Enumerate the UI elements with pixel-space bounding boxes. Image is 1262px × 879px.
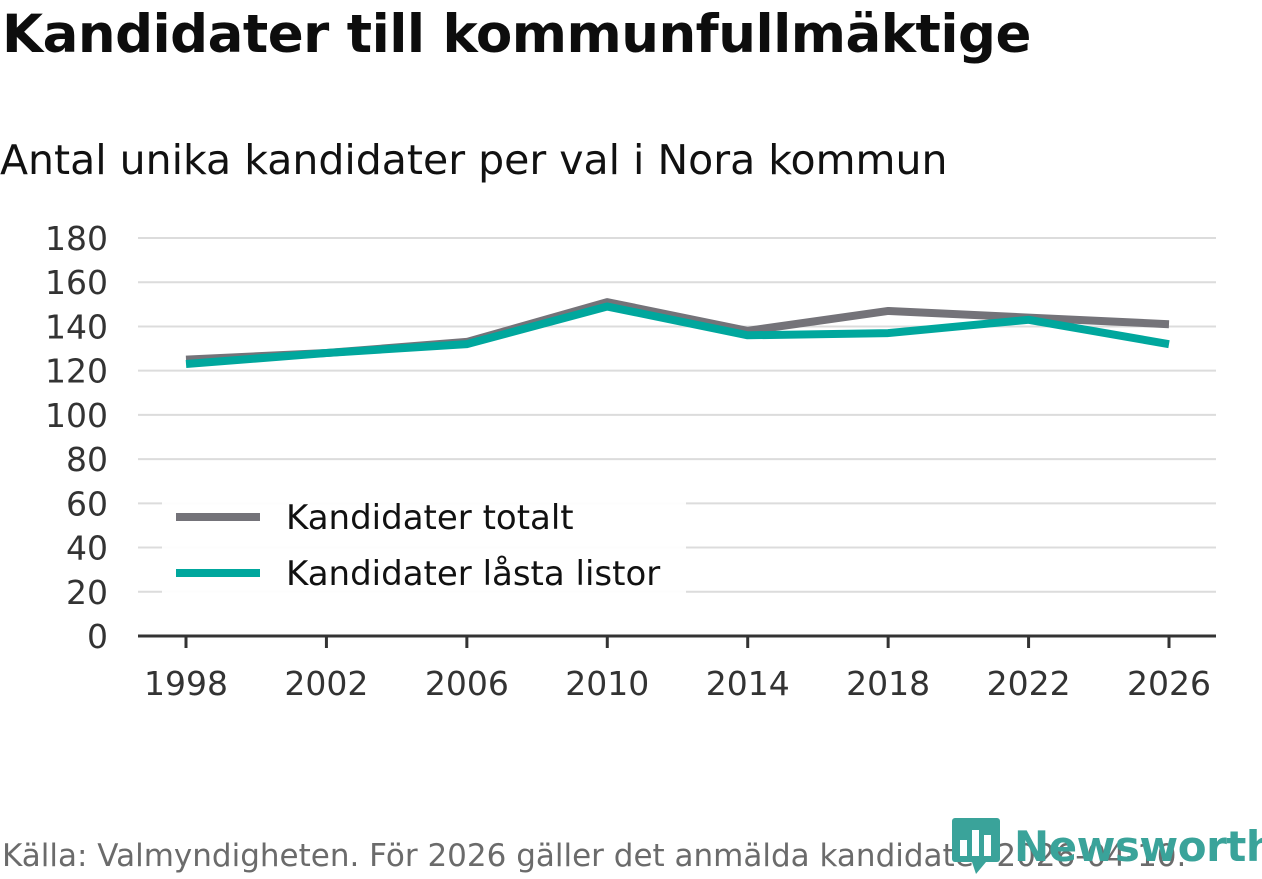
- y-tick-label: 160: [45, 263, 108, 302]
- x-tick-label: 2002: [284, 664, 368, 703]
- newsworthy-logo: Newsworthy: [952, 818, 1262, 874]
- y-tick-label: 20: [66, 573, 108, 612]
- x-tick-label: 1998: [144, 664, 228, 703]
- y-tick-label: 120: [45, 352, 108, 391]
- y-tick-label: 0: [87, 617, 108, 656]
- x-tick-label: 2014: [706, 664, 790, 703]
- x-tick-label: 2022: [987, 664, 1071, 703]
- legend-label-2: Kandidater låsta listor: [286, 554, 660, 594]
- x-tick-label: 2026: [1127, 664, 1211, 703]
- series-line-2: [185, 302, 1170, 369]
- legend-box: [162, 492, 686, 598]
- y-tick-label: 60: [66, 484, 108, 523]
- y-tick-label: 140: [45, 307, 108, 346]
- chart-title: Kandidater till kommunfullmäktige: [2, 4, 1031, 65]
- y-tick-label: 100: [45, 396, 108, 435]
- legend-label-1: Kandidater totalt: [286, 498, 574, 538]
- x-tick-label: 2018: [846, 664, 930, 703]
- y-tick-label: 40: [66, 529, 108, 568]
- newsworthy-icon: [952, 818, 1000, 874]
- chart-subtitle: Antal unika kandidater per val i Nora ko…: [0, 136, 948, 184]
- y-tick-label: 180: [45, 219, 108, 258]
- x-tick-label: 2006: [425, 664, 509, 703]
- brand-name: Newsworthy: [1014, 821, 1262, 871]
- x-tick-label: 2010: [565, 664, 649, 703]
- y-tick-label: 80: [66, 440, 108, 479]
